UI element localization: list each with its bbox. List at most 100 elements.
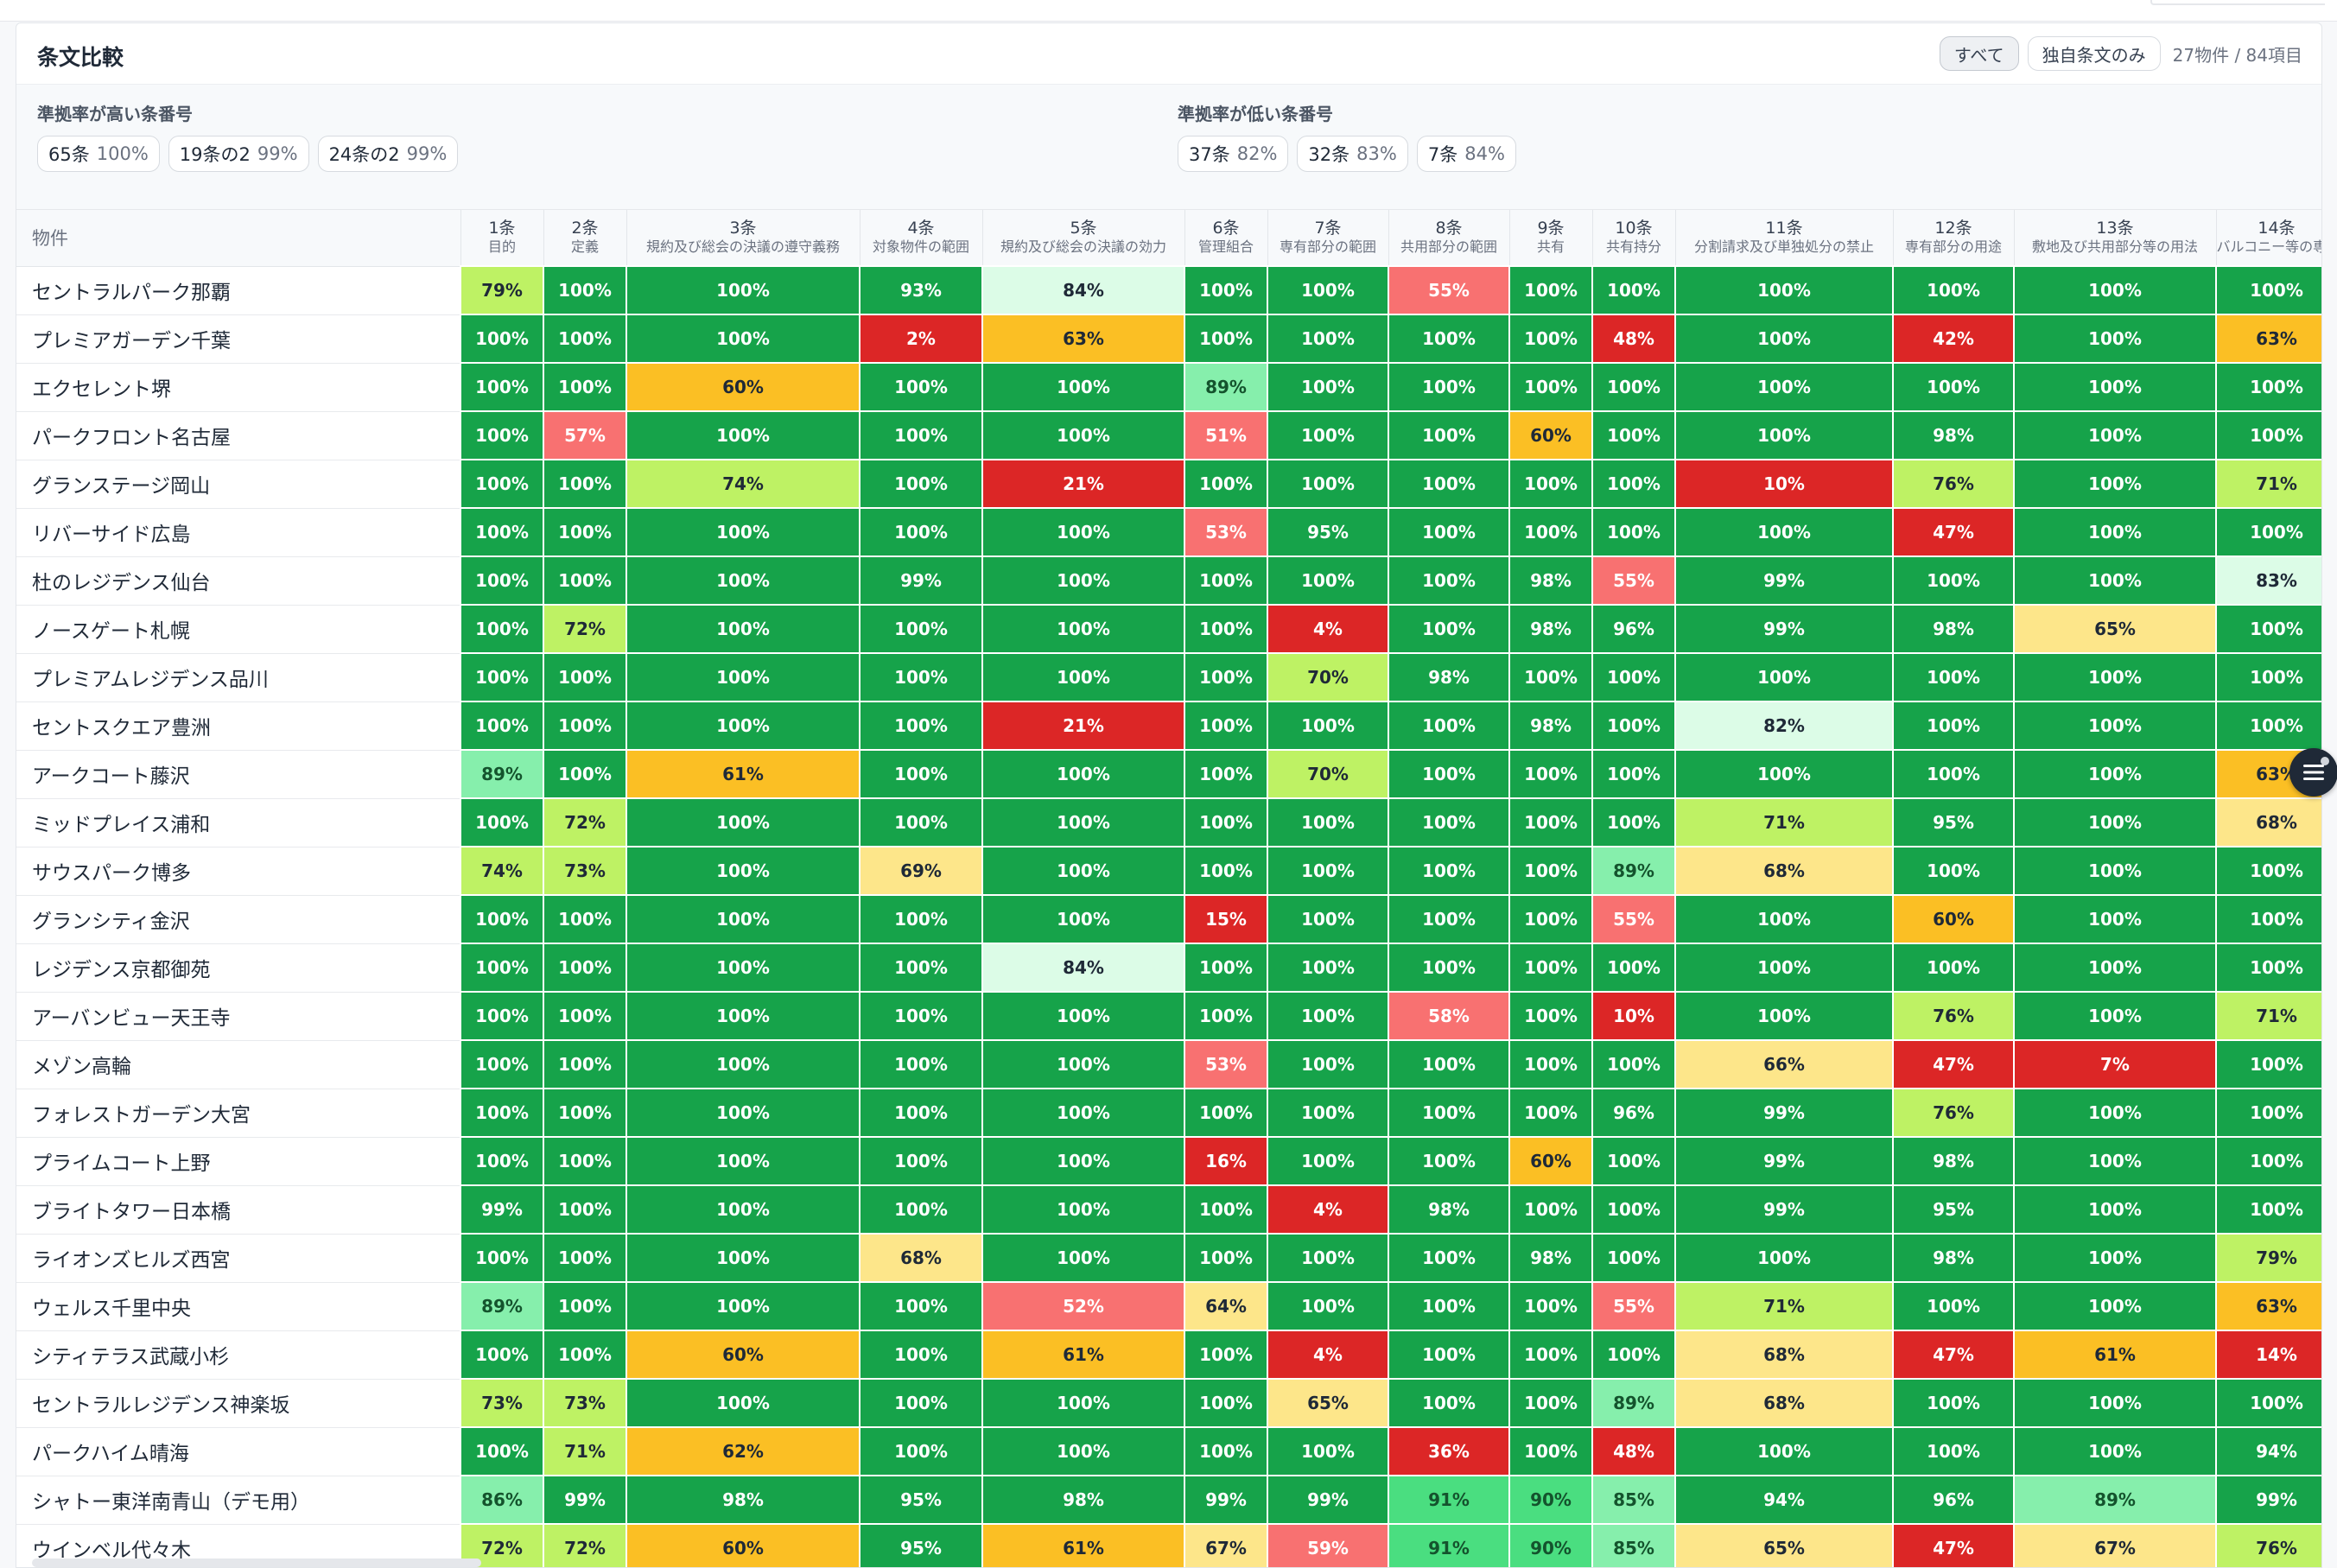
compliance-cell[interactable]: 100%: [1591, 1039, 1676, 1089]
property-name[interactable]: ウェルス千里中央: [16, 1282, 460, 1331]
compliance-cell[interactable]: 100%: [1388, 1281, 1510, 1331]
compliance-cell[interactable]: 57%: [543, 410, 627, 460]
compliance-cell[interactable]: 100%: [859, 652, 983, 702]
compliance-cell[interactable]: 61%: [981, 1523, 1185, 1567]
compliance-cell[interactable]: 36%: [1388, 1426, 1510, 1476]
compliance-cell[interactable]: 63%: [981, 314, 1185, 364]
compliance-cell[interactable]: 100%: [543, 749, 627, 799]
summary-article-chip[interactable]: 19条の2 99%: [168, 136, 309, 172]
compliance-cell[interactable]: 100%: [543, 1088, 627, 1138]
compliance-cell[interactable]: 100%: [1591, 652, 1676, 702]
compliance-cell[interactable]: 100%: [1388, 507, 1510, 557]
compliance-cell[interactable]: 55%: [1388, 265, 1510, 315]
compliance-cell[interactable]: 100%: [1674, 894, 1894, 944]
compliance-cell[interactable]: 71%: [1674, 1281, 1894, 1331]
compliance-cell[interactable]: 100%: [2013, 894, 2217, 944]
table-row[interactable]: グランシティ金沢 100% 100% 100% 100% 100% 15% 100% 100% 1…: [16, 894, 2321, 944]
compliance-cell[interactable]: 99%: [1674, 604, 1894, 654]
compliance-cell[interactable]: 65%: [2013, 604, 2217, 654]
compliance-cell[interactable]: 7%: [2013, 1039, 2217, 1089]
compliance-cell[interactable]: 100%: [1267, 555, 1389, 606]
compliance-cell[interactable]: 100%: [460, 652, 544, 702]
compliance-cell[interactable]: 100%: [1508, 1184, 1593, 1235]
property-name[interactable]: サウスパーク博多: [16, 847, 460, 896]
compliance-cell[interactable]: 100%: [1508, 797, 1593, 847]
compliance-cell[interactable]: 98%: [1388, 1184, 1510, 1235]
compliance-cell[interactable]: 79%: [460, 265, 544, 315]
compliance-cell[interactable]: 72%: [543, 797, 627, 847]
compliance-cell[interactable]: 94%: [1674, 1475, 1894, 1525]
compliance-cell[interactable]: 100%: [859, 507, 983, 557]
compliance-cell[interactable]: 100%: [543, 894, 627, 944]
compliance-cell[interactable]: 100%: [859, 1330, 983, 1380]
compliance-cell[interactable]: 100%: [1267, 265, 1389, 315]
compliance-cell[interactable]: 100%: [2013, 362, 2217, 412]
compliance-cell[interactable]: 100%: [1184, 604, 1268, 654]
compliance-cell[interactable]: 84%: [981, 265, 1185, 315]
table-row[interactable]: グランステージ岡山 100% 100% 74% 100% 21% 100% 100% 100% 1…: [16, 459, 2321, 509]
compliance-cell[interactable]: 100%: [1892, 846, 2015, 896]
compliance-cell[interactable]: 100%: [1508, 846, 1593, 896]
compliance-cell[interactable]: 100%: [1388, 943, 1510, 993]
table-row[interactable]: フォレストガーデン大宮 100% 100% 100% 100% 100% 100% 100% 1…: [16, 1088, 2321, 1138]
compliance-cell[interactable]: 100%: [543, 507, 627, 557]
compliance-cell[interactable]: 95%: [1892, 797, 2015, 847]
compliance-cell[interactable]: 47%: [1892, 1039, 2015, 1089]
table-row[interactable]: サウスパーク博多 74% 73% 100% 69% 100% 100% 100% 100% 100…: [16, 846, 2321, 896]
compliance-cell[interactable]: 100%: [1184, 1184, 1268, 1235]
compliance-cell[interactable]: 100%: [626, 797, 860, 847]
compliance-cell[interactable]: 100%: [2215, 1378, 2321, 1428]
property-name[interactable]: グランシティ金沢: [16, 895, 460, 944]
compliance-cell[interactable]: 100%: [981, 1233, 1185, 1283]
compliance-cell[interactable]: 100%: [460, 991, 544, 1041]
compliance-cell[interactable]: 100%: [543, 1039, 627, 1089]
compliance-cell[interactable]: 100%: [2013, 459, 2217, 509]
table-row[interactable]: メゾン高輪 100% 100% 100% 100% 100% 53% 100% 100% 100%…: [16, 1039, 2321, 1089]
compliance-cell[interactable]: 100%: [1508, 1039, 1593, 1089]
compliance-cell[interactable]: 55%: [1591, 1281, 1676, 1331]
table-row[interactable]: パークフロント名古屋 100% 57% 100% 100% 100% 51% 100% 100%…: [16, 410, 2321, 460]
compliance-cell[interactable]: 100%: [1508, 265, 1593, 315]
compliance-cell[interactable]: 100%: [859, 362, 983, 412]
compliance-cell[interactable]: 68%: [1674, 846, 1894, 896]
compliance-cell[interactable]: 100%: [981, 1039, 1185, 1089]
compliance-cell[interactable]: 100%: [2215, 1184, 2321, 1235]
compliance-cell[interactable]: 100%: [2215, 1039, 2321, 1089]
compliance-cell[interactable]: 100%: [1267, 846, 1389, 896]
compliance-cell[interactable]: 60%: [626, 1523, 860, 1567]
compliance-cell[interactable]: 100%: [1508, 652, 1593, 702]
compliance-cell[interactable]: 100%: [859, 749, 983, 799]
property-name[interactable]: レジデンス京都御苑: [16, 943, 460, 993]
compliance-cell[interactable]: 100%: [981, 797, 1185, 847]
compliance-cell[interactable]: 100%: [626, 1184, 860, 1235]
compliance-cell[interactable]: 100%: [1508, 507, 1593, 557]
compliance-cell[interactable]: 100%: [626, 894, 860, 944]
property-name[interactable]: セントスクエア豊洲: [16, 701, 460, 751]
compliance-cell[interactable]: 100%: [981, 1184, 1185, 1235]
compliance-cell[interactable]: 100%: [460, 459, 544, 509]
compliance-cell[interactable]: 60%: [626, 1330, 860, 1380]
table-row[interactable]: ウェルス千里中央 89% 100% 100% 100% 52% 64% 100% 100% 100…: [16, 1281, 2321, 1331]
compliance-cell[interactable]: 100%: [2013, 314, 2217, 364]
compliance-cell[interactable]: 99%: [1674, 1184, 1894, 1235]
compliance-cell[interactable]: 100%: [1184, 846, 1268, 896]
property-name[interactable]: プレミアガーデン千葉: [16, 314, 460, 364]
compliance-cell[interactable]: 98%: [1508, 1233, 1593, 1283]
table-row[interactable]: リバーサイド広島 100% 100% 100% 100% 100% 53% 95% 100% 10…: [16, 507, 2321, 557]
compliance-cell[interactable]: 100%: [543, 459, 627, 509]
compliance-cell[interactable]: 68%: [2215, 797, 2321, 847]
compliance-cell[interactable]: 100%: [1674, 749, 1894, 799]
compliance-cell[interactable]: 100%: [1388, 410, 1510, 460]
compliance-cell[interactable]: 100%: [2013, 652, 2217, 702]
compliance-cell[interactable]: 100%: [626, 701, 860, 751]
compliance-cell[interactable]: 100%: [1267, 1281, 1389, 1331]
compliance-cell[interactable]: 61%: [2013, 1330, 2217, 1380]
compliance-cell[interactable]: 100%: [1388, 604, 1510, 654]
compliance-cell[interactable]: 100%: [1388, 1088, 1510, 1138]
compliance-cell[interactable]: 100%: [1388, 749, 1510, 799]
compliance-cell[interactable]: 100%: [2013, 265, 2217, 315]
compliance-cell[interactable]: 100%: [1267, 459, 1389, 509]
compliance-cell[interactable]: 89%: [1591, 1378, 1676, 1428]
table-row[interactable]: アーバンビュー天王寺 100% 100% 100% 100% 100% 100% 100% 58…: [16, 991, 2321, 1041]
compliance-cell[interactable]: 99%: [1674, 555, 1894, 606]
